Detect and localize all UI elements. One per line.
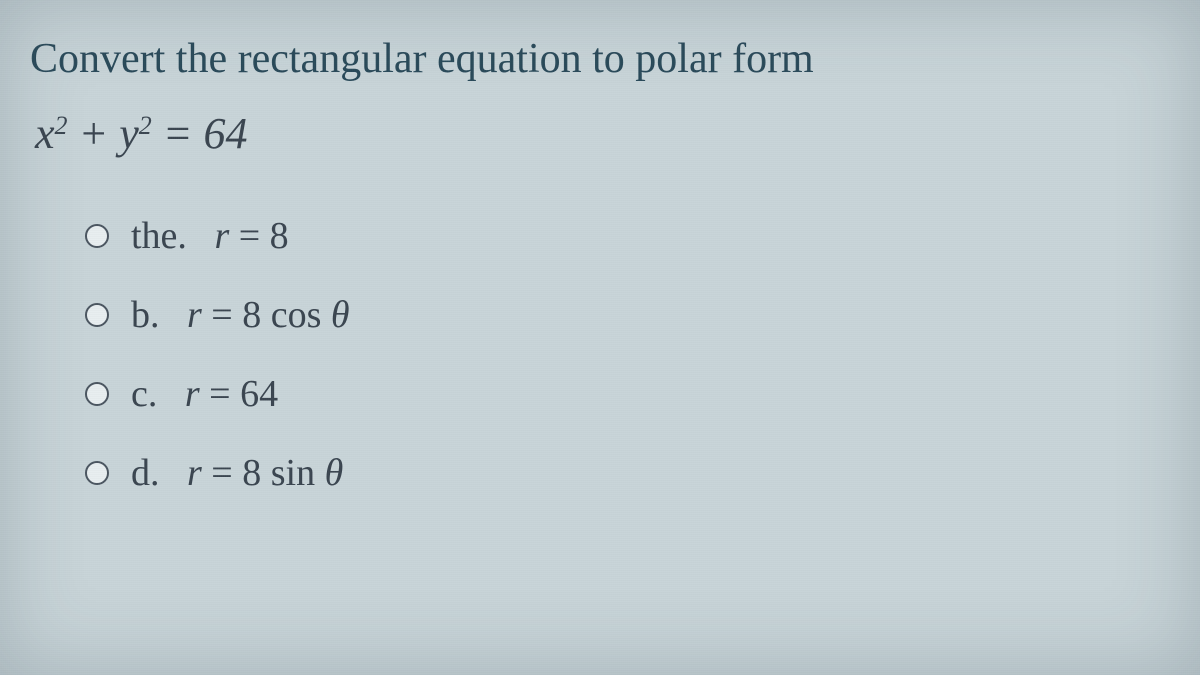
option-d[interactable]: d. r = 8 sin θ <box>85 451 1170 495</box>
options-list: the. r = 8 b. r = 8 cos θ c. r = 64 d. r… <box>85 214 1170 495</box>
question-prompt: Convert the rectangular equation to pola… <box>30 35 1170 83</box>
option-c[interactable]: c. r = 64 <box>85 372 1170 416</box>
option-label: the. r = 8 <box>131 214 289 258</box>
option-key: b. <box>131 294 160 336</box>
option-label: b. r = 8 cos θ <box>131 293 350 337</box>
radio-icon[interactable] <box>85 224 109 248</box>
question-equation: x2 + y2 = 64 <box>35 108 1170 159</box>
option-a[interactable]: the. r = 8 <box>85 214 1170 258</box>
option-key: c. <box>131 373 157 415</box>
option-answer: r = 64 <box>185 373 278 415</box>
option-label: d. r = 8 sin θ <box>131 451 343 495</box>
option-answer: r = 8 <box>214 215 288 257</box>
radio-icon[interactable] <box>85 382 109 406</box>
option-b[interactable]: b. r = 8 cos θ <box>85 293 1170 337</box>
radio-icon[interactable] <box>85 303 109 327</box>
option-key: d. <box>131 452 160 494</box>
option-answer: r = 8 sin θ <box>187 452 343 494</box>
option-label: c. r = 64 <box>131 372 278 416</box>
option-key: the. <box>131 215 187 257</box>
radio-icon[interactable] <box>85 461 109 485</box>
option-answer: r = 8 cos θ <box>187 294 350 336</box>
